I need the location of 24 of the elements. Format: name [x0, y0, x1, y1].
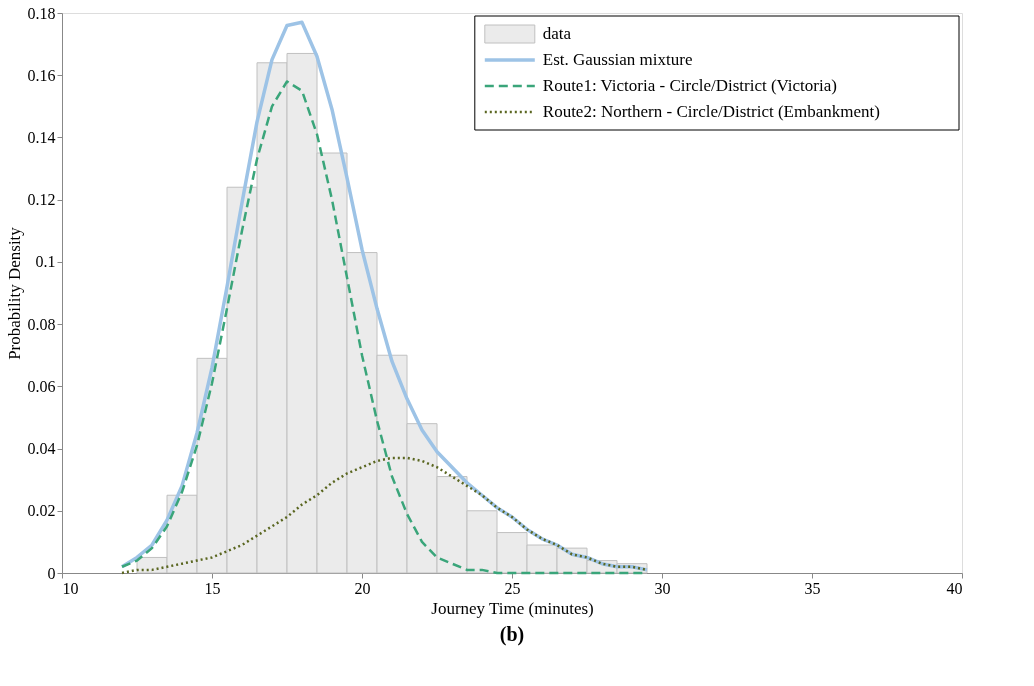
- y-tick-label: 0: [47, 564, 56, 582]
- legend-label: data: [542, 24, 572, 43]
- x-tick-label: 10: [62, 579, 79, 597]
- y-tick-label: 0.18: [27, 4, 56, 22]
- y-axis-title: Probability Density: [4, 226, 24, 360]
- y-tick-label: 0.12: [27, 191, 56, 209]
- y-tick-label: 0.06: [27, 377, 56, 395]
- y-tick-label: 0.08: [27, 315, 56, 333]
- legend-label: Est. Gaussian mixture: [542, 50, 693, 69]
- legend-label: Route1: Victoria - Circle/District (Victoria): [542, 76, 837, 95]
- y-tick-label: 0.16: [27, 66, 56, 84]
- x-axis-title: Journey Time (minutes): [431, 598, 594, 618]
- legend-label: Route2: Northern - Circle/District (Embankment): [542, 102, 880, 121]
- text: (b): [499, 623, 525, 646]
- x-tick-label: 25: [504, 579, 521, 597]
- x-tick-label: 20: [354, 579, 371, 597]
- x-tick-label: 35: [804, 579, 821, 597]
- x-tick-label: 30: [654, 579, 671, 597]
- y-tick-label: 0.1: [35, 253, 56, 271]
- x-tick-label: 40: [946, 579, 963, 597]
- y-tick-label: 0.02: [27, 502, 56, 520]
- y-tick-label: 0.04: [27, 440, 56, 458]
- y-tick-label: 0.14: [27, 128, 56, 146]
- x-tick-label: 15: [204, 579, 221, 597]
